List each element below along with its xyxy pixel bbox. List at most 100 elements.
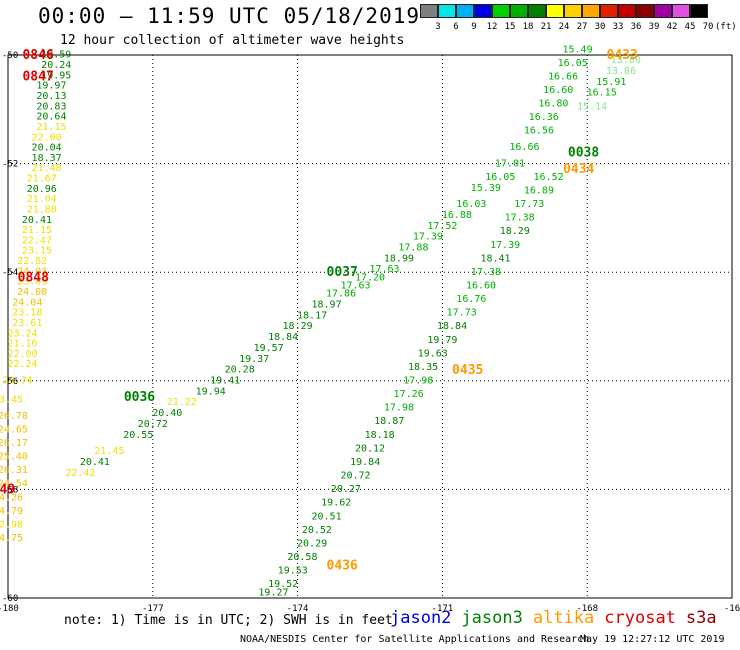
swh-value: 20.12 xyxy=(355,443,385,454)
swh-value: 17.73 xyxy=(447,308,477,319)
swh-value: 18.41 xyxy=(480,253,510,264)
swh-value: 17.39 xyxy=(490,240,520,251)
swh-value: 26.78 xyxy=(0,411,28,422)
swh-value: 24.03 xyxy=(17,266,47,277)
swh-value: 24.79 xyxy=(0,506,23,517)
legend-label: 3 xyxy=(435,22,441,32)
swh-value: 16.60 xyxy=(543,85,573,96)
swh-value: 21.15 xyxy=(36,122,66,133)
swh-value: 20.24 xyxy=(41,60,71,71)
swh-value: 13.86 xyxy=(606,66,636,77)
swh-value: 18.84 xyxy=(268,332,298,343)
swh-value: 23.61 xyxy=(12,318,42,329)
swh-value: 21.15 xyxy=(22,225,52,236)
swh-value: 24.75 xyxy=(0,533,23,544)
legend-swatch xyxy=(456,4,474,18)
map-title: 00:00 – 11:59 UTC 05/18/2019 xyxy=(38,4,421,28)
swh-value: 23.18 xyxy=(12,308,42,319)
satellite-legend-item: jason2 xyxy=(390,608,452,628)
swh-value: 18.18 xyxy=(365,430,395,441)
swh-value: 22.98 xyxy=(0,519,23,530)
swh-value: 18.29 xyxy=(283,321,313,332)
swh-value: 23.24 xyxy=(7,328,37,339)
swh-value: 17.73 xyxy=(514,199,544,210)
swh-value: 20.29 xyxy=(297,538,327,549)
swh-value: 23.15 xyxy=(22,246,52,257)
x-tick-label: -174 xyxy=(287,604,309,614)
swh-value: 16.66 xyxy=(509,142,539,153)
legend-swatch xyxy=(600,4,618,18)
swh-value: 24.26 xyxy=(0,492,23,503)
swh-value: 19.27 xyxy=(258,587,288,598)
swh-value: 20.13 xyxy=(36,91,66,102)
y-tick-label: -60 xyxy=(2,594,18,604)
swh-value: 17.20 xyxy=(355,272,385,283)
y-tick-label: -56 xyxy=(2,377,18,387)
legend-swatch xyxy=(618,4,636,18)
pass-time-label: 0436 xyxy=(327,558,358,573)
map-subtitle: 12 hour collection of altimeter wave hei… xyxy=(60,33,405,48)
swh-value: 19.79 xyxy=(427,335,457,346)
swh-value: 21.88 xyxy=(27,204,57,215)
legend-label: 6 xyxy=(453,22,459,32)
swh-value: 20.72 xyxy=(138,419,168,430)
swh-value: 20.41 xyxy=(22,215,52,226)
swh-value: 24.04 xyxy=(12,297,42,308)
swh-value: 18.99 xyxy=(384,253,414,264)
legend-swatch xyxy=(474,4,492,18)
y-tick-label: -58 xyxy=(2,485,18,495)
legend-label: 45 xyxy=(684,22,696,32)
legend-swatch xyxy=(582,4,600,18)
swh-value: 20.72 xyxy=(340,471,370,482)
legend-label: 27 xyxy=(576,22,588,32)
generation-timestamp: May 19 12:27:12 UTC 2019 xyxy=(580,634,725,645)
swh-value: 16.05 xyxy=(558,58,588,69)
swh-value: 17.63 xyxy=(340,280,370,291)
swh-value: 19.63 xyxy=(418,348,448,359)
swh-value: 20.58 xyxy=(287,552,317,563)
swh-value: 20.40 xyxy=(152,408,182,419)
swh-value: 22.42 xyxy=(65,468,95,479)
swh-value: 20.55 xyxy=(123,430,153,441)
legend-swatch xyxy=(528,4,546,18)
swh-value: 25.40 xyxy=(0,452,28,463)
swh-value: 17.01 xyxy=(495,158,525,169)
swh-value: 22.47 xyxy=(22,235,52,246)
satellite-legend-item: jason3 xyxy=(461,608,523,628)
swh-value: 24.54 xyxy=(0,479,28,490)
legend-label: 36 xyxy=(630,22,642,32)
legend-label: 21 xyxy=(540,22,552,32)
legend-label: 12 xyxy=(486,22,498,32)
swh-value: 23.74 xyxy=(3,376,33,387)
swh-value: 26.17 xyxy=(0,438,28,449)
swh-value: 16.52 xyxy=(534,172,564,183)
swh-value: 16.80 xyxy=(538,99,568,110)
satellite-legend-item: s3a xyxy=(685,608,717,628)
legend-swatch xyxy=(690,4,708,18)
legend-label: 39 xyxy=(648,22,660,32)
legend-label: 42 xyxy=(666,22,678,32)
swh-value: 19.57 xyxy=(254,343,284,354)
swh-value: 16.03 xyxy=(456,199,486,210)
swh-value: 15.91 xyxy=(596,77,626,88)
swh-value: 20.96 xyxy=(27,184,57,195)
pass-time-label: 0848 xyxy=(18,271,49,286)
x-tick-label: -168 xyxy=(576,604,598,614)
swh-value: 16.36 xyxy=(529,112,559,123)
y-tick-label: -50 xyxy=(2,51,18,61)
swh-value: 17.52 xyxy=(427,221,457,232)
swh-value: 16.76 xyxy=(456,294,486,305)
legend-swatch xyxy=(654,4,672,18)
swh-value: 16.89 xyxy=(524,185,554,196)
swh-value: 19.59 xyxy=(41,50,71,61)
swh-value: 24.65 xyxy=(0,424,28,435)
swh-value: 19.41 xyxy=(210,376,240,387)
swh-value: 17.86 xyxy=(326,289,356,300)
legend-label: 30 xyxy=(594,22,606,32)
swh-value: 20.83 xyxy=(36,101,66,112)
color-legend xyxy=(420,4,708,18)
swh-value: 20.41 xyxy=(80,457,110,468)
y-tick-label: -54 xyxy=(2,268,18,278)
swh-value: 17.98 xyxy=(403,376,433,387)
